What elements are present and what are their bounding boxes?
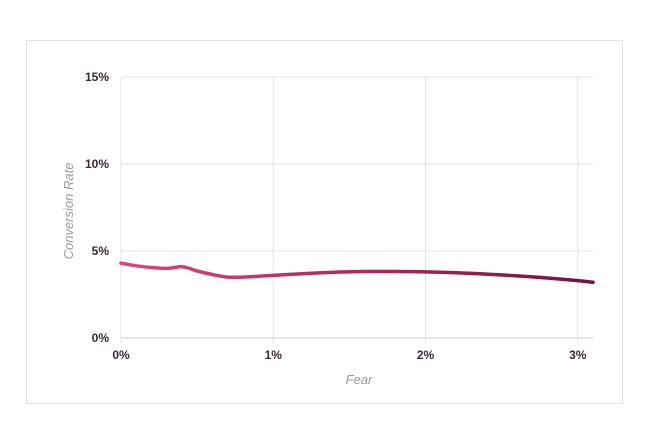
y-tick-label: 15% <box>85 70 109 84</box>
x-tick-label: 0% <box>112 348 130 362</box>
y-tick-label: 5% <box>92 244 110 258</box>
x-tick-label: 2% <box>417 348 435 362</box>
series-lines <box>119 261 595 285</box>
y-tick-label: 10% <box>85 157 109 171</box>
line-chart: 0% 5% 10% 15% 0% 1% 2% 3% Fear Conversion Rate <box>61 70 595 387</box>
tick-labels: 0% 5% 10% 15% 0% 1% 2% 3% <box>85 70 587 362</box>
x-tick-label: 3% <box>569 348 587 362</box>
series-line <box>119 261 595 285</box>
y-axis-title: Conversion Rate <box>61 163 76 260</box>
x-tick-label: 1% <box>265 348 283 362</box>
grid-lines <box>120 76 593 343</box>
x-axis-title: Fear <box>346 372 373 387</box>
y-tick-label: 0% <box>92 331 110 345</box>
chart-card: 0% 5% 10% 15% 0% 1% 2% 3% Fear Conversion Rate <box>26 40 623 404</box>
